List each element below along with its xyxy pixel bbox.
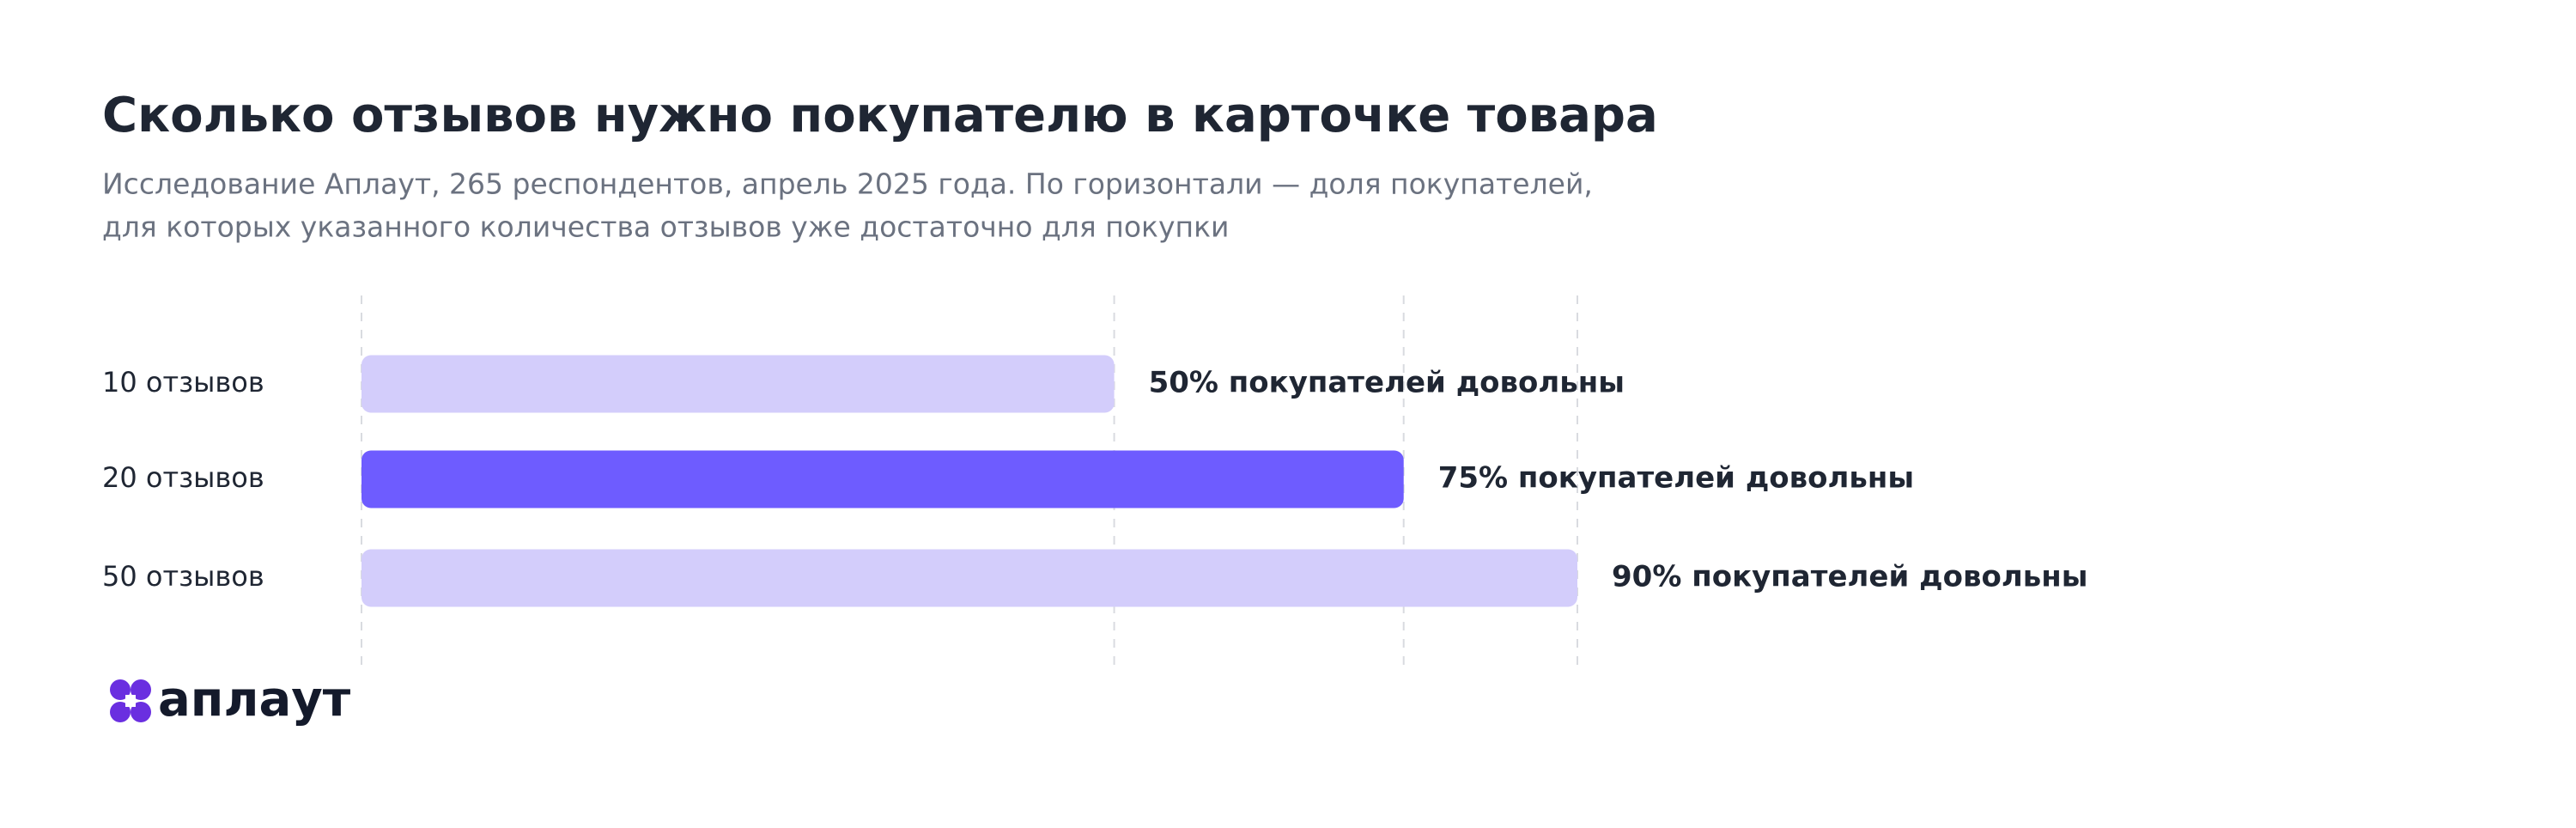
logo-icon: [110, 679, 151, 722]
chart-subtitle: Исследование Аплаут, 265 респондентов, а…: [102, 167, 1593, 201]
value-label: 50% покупателей довольны: [1149, 366, 1625, 400]
value-label: 75% покупателей довольны: [1438, 461, 1914, 496]
category-label: 20 отзывов: [102, 461, 264, 494]
chart-subtitle: для которых указанного количества отзыво…: [102, 210, 1229, 244]
chart-title: Сколько отзывов нужно покупателю в карто…: [102, 88, 1658, 143]
bar: [361, 355, 1115, 413]
bar: [361, 450, 1404, 508]
category-label: 10 отзывов: [102, 366, 264, 399]
value-label: 90% покупателей довольны: [1612, 560, 2087, 594]
logo-text: аплаут: [158, 672, 351, 728]
bar: [361, 549, 1577, 607]
category-label: 50 отзывов: [102, 560, 264, 593]
